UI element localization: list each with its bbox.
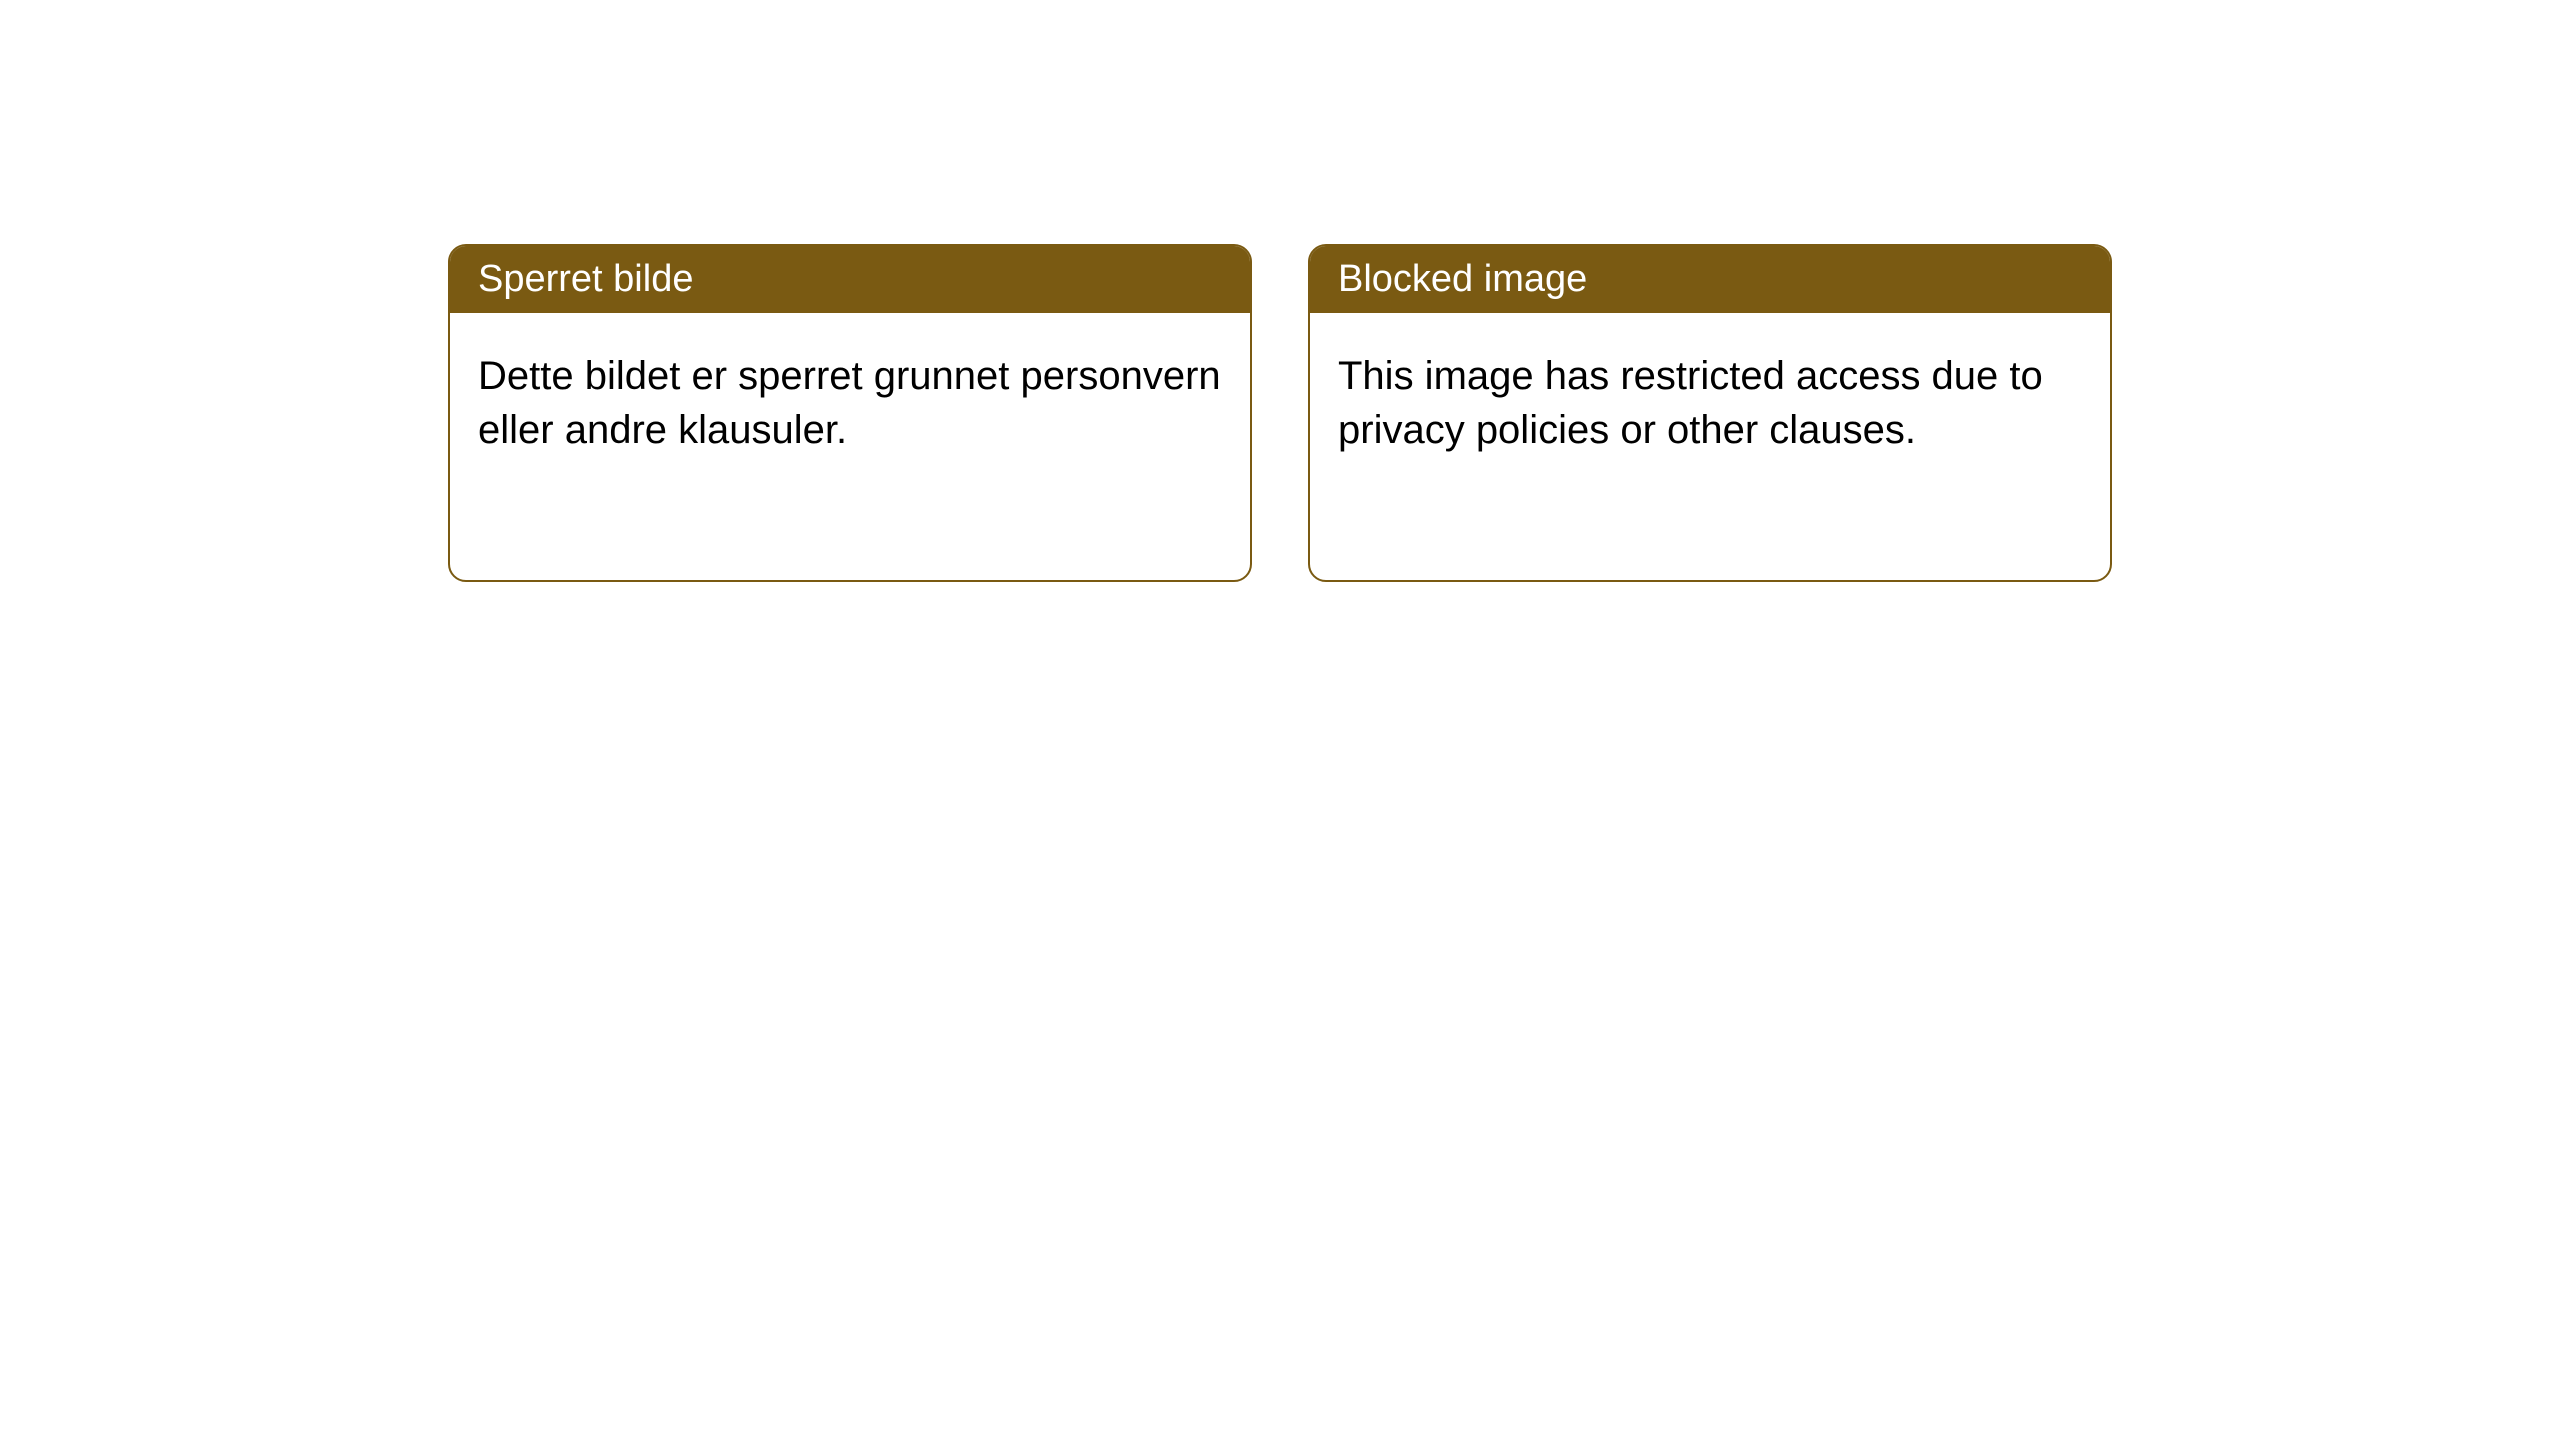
card-header-text: Blocked image bbox=[1338, 258, 1587, 300]
card-body: This image has restricted access due to … bbox=[1310, 313, 2110, 493]
card-body: Dette bildet er sperret grunnet personve… bbox=[450, 313, 1250, 493]
card-body-text: This image has restricted access due to … bbox=[1338, 354, 2043, 452]
notice-card-norwegian: Sperret bilde Dette bildet er sperret gr… bbox=[448, 244, 1252, 582]
card-header: Blocked image bbox=[1310, 246, 2110, 313]
card-header: Sperret bilde bbox=[450, 246, 1250, 313]
notice-card-english: Blocked image This image has restricted … bbox=[1308, 244, 2112, 582]
card-header-text: Sperret bilde bbox=[478, 258, 693, 300]
card-body-text: Dette bildet er sperret grunnet personve… bbox=[478, 354, 1221, 452]
notice-container: Sperret bilde Dette bildet er sperret gr… bbox=[0, 0, 2560, 582]
